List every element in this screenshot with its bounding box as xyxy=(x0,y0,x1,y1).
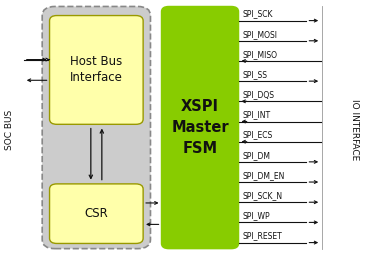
Text: SPI_ECS: SPI_ECS xyxy=(243,131,273,140)
Text: SPI_SCK: SPI_SCK xyxy=(243,10,273,19)
Text: SPI_INT: SPI_INT xyxy=(243,110,271,119)
Text: XSPI
Master
FSM: XSPI Master FSM xyxy=(171,99,229,156)
Text: SPI_DM_EN: SPI_DM_EN xyxy=(243,171,285,180)
Text: SPI_SCK_N: SPI_SCK_N xyxy=(243,191,283,200)
Text: SPI_SS: SPI_SS xyxy=(243,70,268,79)
FancyBboxPatch shape xyxy=(42,6,150,249)
FancyBboxPatch shape xyxy=(50,16,143,124)
Text: Host Bus
Interface: Host Bus Interface xyxy=(70,55,123,84)
Text: SPI_MOSI: SPI_MOSI xyxy=(243,30,278,39)
Text: SPI_DQS: SPI_DQS xyxy=(243,90,275,99)
Text: CSR: CSR xyxy=(84,207,108,220)
Text: SOC BUS: SOC BUS xyxy=(5,109,14,150)
Text: SPI_WP: SPI_WP xyxy=(243,211,270,220)
Text: SPI_RESET: SPI_RESET xyxy=(243,232,283,241)
FancyBboxPatch shape xyxy=(50,184,143,243)
Text: SPI_DM: SPI_DM xyxy=(243,151,271,160)
Text: IO INTERFACE: IO INTERFACE xyxy=(350,99,359,160)
FancyBboxPatch shape xyxy=(161,6,239,249)
Text: SPI_MISO: SPI_MISO xyxy=(243,50,278,59)
